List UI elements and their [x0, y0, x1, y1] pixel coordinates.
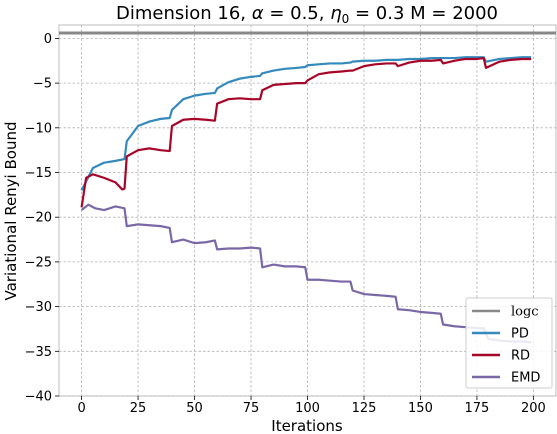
x-axis: 0 25 50 75 100 125 150 175 200: [77, 396, 546, 416]
y-tick-label: −25: [25, 255, 52, 270]
y-tick-label: −10: [25, 121, 52, 136]
x-tick-label: 175: [465, 401, 490, 416]
y-axis: 0 −5 −10 −15 −20 −25 −30 −35 −40: [25, 32, 59, 405]
series-line-rd: [80, 56, 532, 208]
y-axis-label: Variational Renyi Bound: [2, 122, 20, 301]
x-tick-label: 200: [521, 401, 546, 416]
x-tick-label: 25: [130, 401, 147, 416]
legend-label-pd: PD: [511, 327, 529, 342]
x-tick-label: 0: [77, 401, 85, 416]
legend-label-emd: EMD: [511, 371, 540, 386]
y-tick-label: −5: [33, 77, 52, 92]
x-axis-label: Iterations: [271, 417, 343, 434]
x-tick-label: 150: [408, 401, 433, 416]
y-tick-label: 0: [44, 32, 52, 47]
y-tick-label: −40: [25, 390, 52, 405]
legend-label-logc: logc: [511, 305, 539, 320]
series-line-emd: [80, 203, 532, 344]
plot-area: [58, 24, 557, 397]
series-layer: [80, 56, 532, 344]
x-tick-label: 100: [295, 401, 320, 416]
y-tick-label: −35: [25, 345, 52, 360]
x-tick-label: 50: [186, 401, 203, 416]
y-tick-label: −20: [25, 211, 52, 226]
x-tick-label: 125: [352, 401, 377, 416]
legend: logc PD RD EMD: [465, 297, 553, 389]
chart-title: Dimension 16, α = 0.5, η0 = 0.3 M = 2000: [116, 3, 498, 26]
legend-label-rd: RD: [511, 349, 530, 364]
series-line-pd: [80, 56, 532, 191]
grid: [59, 25, 556, 397]
x-tick-label: 75: [243, 401, 260, 416]
legend-frame: [465, 297, 553, 389]
y-tick-label: −15: [25, 166, 52, 181]
y-tick-label: −30: [25, 300, 52, 315]
